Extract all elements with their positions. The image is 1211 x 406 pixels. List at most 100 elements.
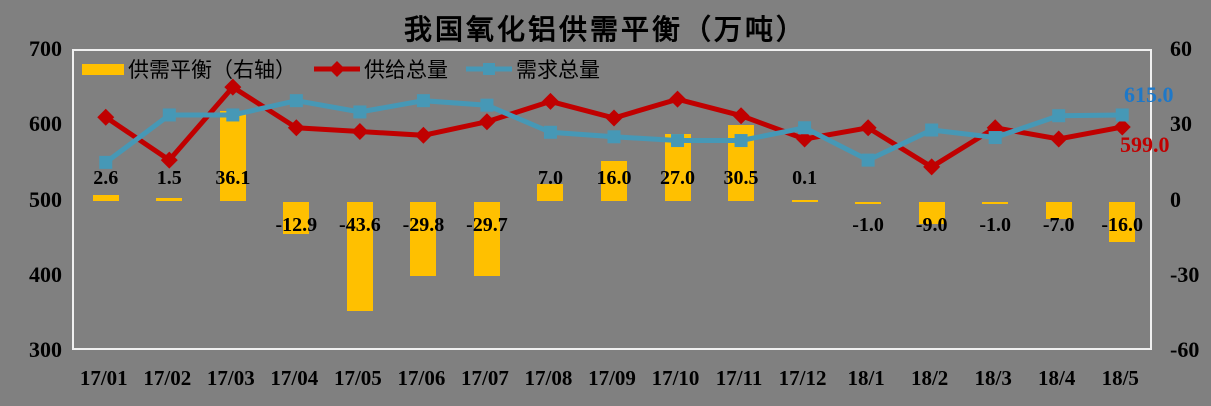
x-axis-label: 17/02	[143, 366, 192, 390]
right-axis-tick: 0	[1170, 186, 1181, 212]
balance-bar	[982, 201, 1009, 204]
balance-bar-value: 1.5	[156, 167, 182, 189]
balance-bar-value: -12.9	[275, 214, 318, 236]
balance-bar	[537, 183, 564, 202]
demand-marker	[1115, 108, 1129, 122]
balance-bar	[601, 161, 627, 202]
supply-marker	[923, 158, 941, 176]
left-axis-tick: 700	[29, 36, 62, 61]
balance-bar-swatch-icon	[82, 63, 124, 75]
x-axis-label: 18/3	[974, 366, 1012, 390]
left-axis-tick: 400	[29, 261, 62, 287]
demand-marker	[671, 134, 685, 148]
demand-marker	[988, 131, 1002, 145]
supply-marker	[1113, 118, 1131, 136]
legend-label-demand: 需求总量	[516, 59, 600, 82]
balance-bar-value: 27.0	[660, 167, 696, 189]
x-axis-label: 17/03	[206, 366, 255, 390]
x-axis-label: 18/1	[847, 366, 885, 390]
balance-bar-value: 36.1	[215, 167, 251, 189]
balance-bar	[410, 201, 437, 277]
supply-marker	[732, 107, 750, 125]
balance-bar	[1045, 201, 1072, 220]
demand-marker	[226, 108, 240, 122]
balance-bar-value: -16.0	[1101, 214, 1144, 236]
right-axis-tick: 30	[1170, 111, 1192, 137]
demand-marker	[1052, 109, 1066, 123]
supply-marker	[605, 109, 623, 127]
x-axis-label: 18/4	[1038, 366, 1076, 390]
balance-bar	[918, 201, 945, 225]
balance-bar	[92, 194, 119, 202]
balance-bar-value: -29.8	[402, 214, 445, 236]
demand-marker	[861, 153, 875, 167]
supply-marker	[97, 108, 115, 126]
supply-marker	[859, 119, 877, 137]
x-axis-label: 17/10	[651, 366, 700, 390]
balance-bar-value: -43.6	[339, 214, 381, 236]
demand-marker	[798, 121, 812, 135]
x-axis-label: 17/09	[588, 366, 636, 390]
supply-marker	[224, 78, 242, 96]
plot-area: 2.6 1.5 36.1 -12.9 -43.6 -29.8 -29.7 7.0 16.0 27.…	[72, 49, 1152, 350]
right-axis-tick: 60	[1170, 36, 1192, 61]
balance-bar	[791, 199, 818, 202]
supply-marker	[541, 92, 559, 110]
balance-bar	[219, 110, 246, 202]
balance-bar	[473, 201, 500, 276]
supply-marker	[160, 151, 178, 169]
balance-bar-value: -1.0	[979, 214, 1011, 236]
balance-bar-value: 16.0	[596, 167, 632, 189]
balance-bar	[156, 197, 183, 202]
legend: 供需平衡（右轴） 供给总量 需求总量	[82, 54, 618, 84]
supply-marker	[414, 126, 432, 144]
left-axis-tick: 300	[29, 337, 62, 362]
balance-bar-value: 0.1	[792, 167, 818, 189]
legend-item-supply: 供给总量	[314, 54, 448, 84]
demand-marker	[416, 94, 430, 108]
x-axis-label: 17/04	[270, 366, 319, 390]
demand-marker	[480, 98, 494, 112]
demand-marker	[353, 105, 367, 119]
lines-layer	[97, 78, 1131, 176]
balance-bar-value: 7.0	[537, 167, 563, 189]
supply-marker	[796, 130, 814, 148]
right-axis-tick: -30	[1170, 261, 1200, 287]
demand-marker	[162, 108, 176, 122]
bar-labels-layer: 2.6 1.5 36.1 -12.9 -43.6 -29.8 -29.7 7.0 16.0 27.…	[74, 51, 1150, 348]
supply-marker	[669, 90, 687, 108]
demand-marker	[289, 94, 303, 108]
demand-marker	[543, 125, 557, 139]
supply-end-label: 599.0	[1120, 132, 1170, 157]
chart-title: 我国氧化铝供需平衡（万吨）	[403, 14, 807, 45]
left-axis-tick: 500	[29, 186, 62, 212]
legend-item-balance: 供需平衡（右轴）	[82, 54, 296, 84]
left-axis-tick: 600	[29, 111, 62, 137]
x-axis-label: 17/12	[778, 366, 827, 390]
demand-end-label: 615.0	[1124, 81, 1174, 107]
balance-bar-value: -7.0	[1042, 214, 1075, 236]
x-axis-label: 18/5	[1101, 366, 1139, 390]
balance-bar-value: -29.7	[466, 214, 508, 236]
demand-marker	[607, 130, 621, 144]
supply-marker	[1050, 130, 1068, 148]
x-axis-label: 17/06	[397, 366, 446, 390]
balance-bar	[283, 201, 310, 234]
x-axis-label: 17/07	[461, 366, 509, 390]
balance-bar-value: -1.0	[852, 214, 884, 236]
balance-bar-value: 30.5	[723, 167, 759, 189]
legend-item-demand: 需求总量	[466, 54, 600, 84]
legend-label-balance: 供需平衡（右轴）	[128, 59, 296, 82]
balance-bar-value: 2.6	[93, 167, 119, 189]
balance-bar	[855, 201, 882, 204]
x-axis-label: 18/2	[910, 366, 949, 390]
legend-label-supply: 供给总量	[364, 59, 448, 82]
right-axis-tick: -60	[1170, 337, 1200, 362]
supply-marker	[478, 113, 496, 131]
demand-marker	[925, 123, 939, 137]
supply-line-swatch-icon	[314, 61, 360, 77]
demand-line-swatch-icon	[466, 63, 512, 75]
supply-marker	[351, 123, 369, 141]
x-axis-label: 17/08	[524, 366, 573, 390]
